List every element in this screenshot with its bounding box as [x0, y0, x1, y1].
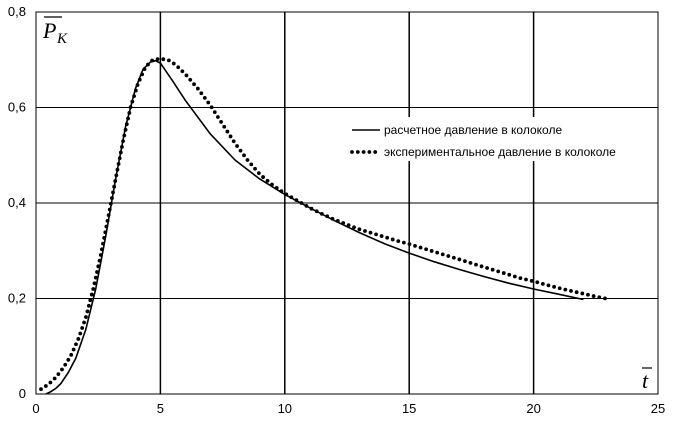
y-axis-label: P К	[42, 16, 68, 47]
x-tick-label: 5	[157, 401, 164, 416]
y-axis-subscript: К	[56, 31, 68, 47]
y-tick-label: 0,4	[8, 195, 26, 210]
x-tick-labels: 0 5 10 15 20 25	[32, 401, 665, 416]
y-axis-symbol: P	[42, 18, 56, 43]
legend-label-experimental: экспериментальное давление в колоколе	[384, 145, 616, 159]
x-tick-label: 10	[278, 401, 292, 416]
series-lines	[39, 56, 611, 395]
series-experimental-line	[39, 56, 611, 392]
x-axis-label: t	[642, 367, 652, 393]
y-tick-label: 0,6	[8, 100, 26, 115]
legend-box	[346, 117, 648, 161]
x-tick-label: 20	[526, 401, 540, 416]
legend-label-calculated: расчетное давление в колоколе	[384, 123, 562, 137]
y-tick-label: 0	[19, 386, 26, 401]
legend: расчетное давление в колоколе эксперимен…	[346, 117, 648, 161]
x-axis-symbol: t	[642, 368, 649, 393]
x-tick-label: 0	[32, 401, 39, 416]
grid-lines	[36, 12, 658, 394]
y-tick-label: 0,2	[8, 291, 26, 306]
series-calculated-line	[45, 59, 584, 395]
y-tick-label: 0,8	[8, 4, 26, 19]
x-tick-label: 25	[651, 401, 665, 416]
y-tick-labels: 0 0,2 0,4 0,6 0,8	[8, 4, 26, 401]
x-tick-label: 15	[402, 401, 416, 416]
